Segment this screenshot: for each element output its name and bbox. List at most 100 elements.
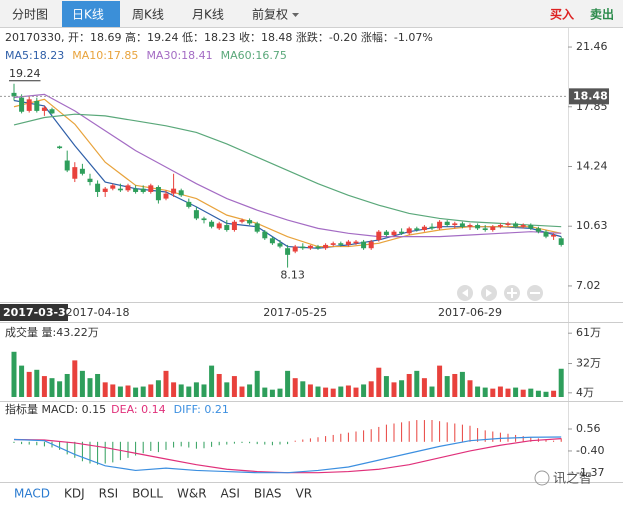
volume-bar bbox=[437, 365, 443, 397]
volume-bar bbox=[49, 378, 55, 397]
tab[interactable]: 分时图 bbox=[12, 8, 48, 22]
volume-bar bbox=[292, 378, 298, 397]
candle-body bbox=[475, 225, 481, 229]
tab[interactable]: 周K线 bbox=[132, 8, 164, 22]
volume-bar bbox=[505, 388, 511, 397]
watermark-icon bbox=[534, 470, 550, 486]
candle-body bbox=[490, 226, 496, 231]
volume-bar bbox=[429, 386, 435, 397]
candle-body bbox=[338, 243, 344, 245]
candle-body bbox=[285, 248, 291, 255]
legend-entry: MA60:16.75 bbox=[221, 49, 287, 62]
tab[interactable]: 月K线 bbox=[192, 8, 224, 22]
candle-body bbox=[110, 185, 116, 189]
x-tick-label: 2017-06-29 bbox=[438, 306, 502, 319]
volume-bar bbox=[528, 388, 534, 397]
volume-bar bbox=[444, 376, 450, 397]
ma-line bbox=[13, 93, 562, 238]
candle-body bbox=[406, 228, 412, 234]
candle-body bbox=[383, 231, 389, 235]
zoom-buttons bbox=[457, 285, 543, 301]
indicator-tab[interactable]: KDJ bbox=[64, 487, 85, 501]
high-annotation: 19.24 bbox=[9, 67, 41, 80]
volume-bar bbox=[551, 390, 557, 397]
candle-body bbox=[209, 221, 215, 227]
indicator-tab[interactable]: ASI bbox=[221, 487, 240, 501]
candle-body bbox=[269, 238, 275, 244]
y-tick-label: 0.56 bbox=[576, 422, 601, 435]
x-tick-label: 2017-04-18 bbox=[66, 306, 130, 319]
candle-body bbox=[307, 245, 313, 249]
last-price-label: 18.48 bbox=[573, 89, 608, 102]
candle-body bbox=[505, 223, 511, 226]
volume-bar bbox=[155, 380, 161, 397]
volume-bar bbox=[467, 380, 473, 397]
volume-bar bbox=[323, 387, 329, 397]
indicator-tab[interactable]: W&R bbox=[177, 487, 207, 501]
volume-bar bbox=[558, 368, 564, 397]
candle-body bbox=[26, 99, 32, 111]
candle-body bbox=[421, 226, 427, 231]
candle-body bbox=[315, 246, 321, 249]
volume-bar bbox=[117, 386, 123, 397]
volume-bar bbox=[254, 370, 260, 397]
candle-body bbox=[330, 243, 336, 245]
volume-bar bbox=[148, 384, 154, 397]
volume-bar bbox=[79, 370, 85, 397]
volume-bar bbox=[277, 388, 283, 397]
volume-bar bbox=[315, 386, 321, 397]
buy-button[interactable]: 买入 bbox=[550, 8, 574, 22]
volume-bar bbox=[421, 378, 427, 397]
candle-body bbox=[459, 223, 465, 227]
volume-bar bbox=[543, 391, 549, 397]
sell-button[interactable]: 卖出 bbox=[590, 7, 614, 22]
candle-body bbox=[125, 185, 131, 191]
indicator-tab[interactable]: RSI bbox=[99, 487, 119, 501]
volume-bar bbox=[95, 373, 101, 397]
indicator-tab[interactable]: BOLL bbox=[132, 487, 163, 501]
candle-body bbox=[399, 231, 405, 234]
candle-body bbox=[361, 241, 367, 249]
candle-body bbox=[11, 92, 17, 97]
volume-bar bbox=[72, 360, 78, 397]
indicator-tab[interactable]: MACD bbox=[14, 487, 50, 501]
volume-bar bbox=[57, 381, 63, 397]
volume-bar bbox=[330, 388, 336, 397]
volume-bar bbox=[345, 385, 351, 397]
info-line: 20170330, 开：18.69 高：19.24 低：18.23 收：18.4… bbox=[5, 30, 433, 44]
candle-body bbox=[155, 187, 161, 201]
volume-bar bbox=[11, 351, 17, 397]
panel-title: 指标量 MACD: 0.15 bbox=[5, 402, 106, 416]
y-tick-label: 4万 bbox=[576, 386, 594, 399]
volume-bar bbox=[171, 382, 177, 397]
volume-bar bbox=[239, 386, 245, 397]
x-tick-label: 2017-03-30 bbox=[3, 306, 74, 319]
volume-bar bbox=[186, 386, 192, 397]
candle-body bbox=[171, 188, 177, 194]
volume-bar bbox=[353, 387, 359, 397]
volume-bar bbox=[64, 373, 70, 397]
candle-body bbox=[376, 231, 382, 240]
volume-bar bbox=[163, 370, 169, 397]
y-tick-label: 7.02 bbox=[576, 279, 601, 292]
candle-body bbox=[79, 168, 85, 174]
ma-line bbox=[13, 113, 562, 228]
y-tick-label: -1.37 bbox=[576, 466, 604, 479]
tab[interactable]: 日K线 bbox=[72, 8, 104, 22]
last-price-box bbox=[569, 88, 609, 105]
volume-bar bbox=[338, 386, 344, 397]
candle-body bbox=[19, 97, 25, 112]
candle-body bbox=[277, 243, 283, 247]
legend-entry: DIFF: 0.21 bbox=[174, 403, 229, 416]
tab[interactable]: 前复权 bbox=[252, 7, 288, 22]
indicator-tab[interactable]: VR bbox=[296, 487, 313, 501]
volume-bar bbox=[520, 389, 526, 397]
dropdown-arrow bbox=[292, 13, 300, 17]
candle-body bbox=[231, 221, 237, 231]
volume-bar bbox=[110, 384, 116, 397]
volume-bar bbox=[41, 376, 47, 397]
candle-body bbox=[452, 223, 458, 226]
right-icon bbox=[486, 289, 492, 297]
indicator-tab[interactable]: BIAS bbox=[254, 487, 282, 501]
x-tick-label: 2017-05-25 bbox=[263, 306, 327, 319]
